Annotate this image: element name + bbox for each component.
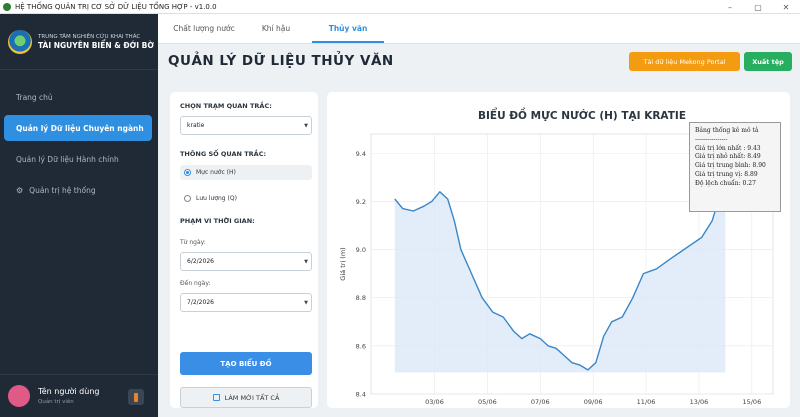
brand: TRUNG TÂM NGHIÊN CỨU KHAI THÁC TÀI NGUYÊ…	[0, 14, 158, 70]
area-fill	[394, 177, 726, 373]
station-select-value: kratie	[187, 122, 205, 129]
param-label: THÔNG SỐ QUAN TRẮC:	[180, 150, 267, 158]
y-tick-label: 9.0	[356, 246, 366, 254]
tab-bar: Chất lượng nước Khí hậu Thủy văn	[158, 14, 800, 44]
brand-title: TÀI NGUYÊN BIỂN & ĐỚI BỜ	[38, 40, 154, 50]
window-title: HỆ THỐNG QUẢN TRỊ CƠ SỞ DỮ LIỆU TỔNG HỢP…	[15, 2, 217, 11]
to-date-value: 7/2/2026	[187, 299, 214, 306]
from-date-value: 6/2/2026	[187, 258, 214, 265]
logo-icon	[8, 29, 32, 54]
stats-separator: ----------------	[695, 135, 728, 143]
tab-climate[interactable]: Khí hậu	[261, 24, 291, 33]
x-tick-label: 03/06	[425, 398, 444, 406]
user-name: Tên người dùng	[38, 387, 100, 396]
logout-icon	[134, 392, 138, 402]
x-tick-label: 05/06	[478, 398, 497, 406]
radio-label: Lưu lượng (Q)	[196, 195, 237, 202]
y-tick-label: 8.6	[356, 342, 366, 350]
sidebar-item-administrative-data[interactable]: Quản lý Dữ liệu Hành chính	[16, 154, 119, 164]
radio-checked-icon	[184, 169, 191, 176]
brand-subtitle: TRUNG TÂM NGHIÊN CỨU KHAI THÁC	[38, 33, 141, 40]
y-tick-label: 8.4	[356, 391, 366, 399]
mekong-portal-button[interactable]: Tải dữ liệu Mekong Portal	[629, 52, 740, 71]
stats-mean: Giá trị trung bình: 8.90	[695, 162, 766, 170]
to-date-label: Đến ngày:	[180, 280, 211, 287]
sidebar-item-specialized-data[interactable]: Quản lý Dữ liệu Chuyên ngành	[4, 115, 152, 141]
stats-median: Giá trị trung vị: 8.89	[695, 170, 758, 178]
create-chart-button[interactable]: TẠO BIỂU ĐỒ	[180, 352, 312, 375]
user-panel: Tên người dùng Quản trị viên	[0, 374, 158, 417]
window-controls: – ▢ ✕	[716, 0, 800, 14]
y-tick-label: 9.4	[356, 150, 366, 158]
x-tick-label: 09/06	[584, 398, 603, 406]
y-axis-label: Giá trị (m)	[339, 247, 347, 280]
reset-label: LÀM MỚI TẤT CẢ	[224, 393, 280, 402]
water-level-chart: BIỂU ĐỒ MỰC NƯỚC (H) TẠI KRATIE 8.4 8.6 8.8…	[339, 107, 774, 406]
from-date-field[interactable]: 6/2/2026 ▼	[180, 252, 312, 271]
tab-water-quality[interactable]: Chất lượng nước	[173, 24, 235, 33]
water-level-series-line	[394, 177, 727, 371]
chevron-down-icon: ▼	[304, 300, 308, 306]
chart-card: BIỂU ĐỒ MỰC NƯỚC (H) TẠI KRATIE 8.4 8.6 8.8…	[327, 92, 790, 408]
user-role: Quản trị viên	[38, 399, 74, 405]
radio-label: Mực nước (H)	[196, 169, 236, 176]
x-tick-label: 11/06	[637, 398, 656, 406]
main-area: Chất lượng nước Khí hậu Thủy văn QUẢN LÝ…	[158, 14, 800, 417]
stats-min: Giá trị nhỏ nhất: 8.49	[695, 153, 761, 161]
page-title: QUẢN LÝ DỮ LIỆU THỦY VĂN	[168, 53, 394, 69]
radio-water-level[interactable]: Mực nước (H)	[180, 165, 312, 180]
sidebar-item-label: Quản trị hệ thống	[29, 185, 96, 195]
reset-all-button[interactable]: LÀM MỚI TẤT CẢ	[180, 387, 312, 408]
y-tick-label: 9.2	[356, 198, 366, 206]
maximize-button[interactable]: ▢	[754, 2, 762, 12]
stats-box: Bảng thống kê mô tả ---------------- Giá…	[689, 122, 781, 212]
stats-title: Bảng thống kê mô tả	[695, 127, 759, 134]
sidebar-item-system-admin[interactable]: ⚙ Quản trị hệ thống	[4, 177, 152, 203]
tab-hydrology[interactable]: Thủy văn	[312, 14, 384, 43]
sidebar-nav: Trang chủ Quản lý Dữ liệu Chuyên ngành Q…	[0, 84, 158, 208]
title-bar: HỆ THỐNG QUẢN TRỊ CƠ SỞ DỮ LIỆU TỔNG HỢP…	[0, 0, 800, 14]
minimize-button[interactable]: –	[728, 2, 732, 12]
refresh-icon	[212, 394, 220, 401]
chevron-down-icon: ▼	[304, 123, 308, 129]
x-tick-label: 13/06	[690, 398, 709, 406]
chevron-down-icon: ▼	[304, 259, 308, 265]
to-date-field[interactable]: 7/2/2026 ▼	[180, 293, 312, 312]
stats-max: Giá trị lớn nhất : 9.43	[695, 144, 761, 152]
station-label: CHỌN TRẠM QUAN TRẮC:	[180, 102, 272, 110]
sidebar-item-home[interactable]: Trang chủ	[16, 92, 53, 102]
stats-std: Độ lệch chuẩn: 0.27	[695, 179, 756, 187]
sidebar: TRUNG TÂM NGHIÊN CỨU KHAI THÁC TÀI NGUYÊ…	[0, 14, 158, 417]
from-date-label: Từ ngày:	[180, 239, 206, 246]
y-tick-label: 8.8	[356, 294, 366, 302]
radio-unchecked-icon	[184, 195, 191, 202]
x-tick-label: 07/06	[531, 398, 550, 406]
filter-panel: CHỌN TRẠM QUAN TRẮC: kratie ▼ THÔNG SỐ Q…	[170, 92, 318, 408]
app-icon	[3, 2, 11, 11]
x-tick-label: 15/06	[742, 398, 761, 406]
range-label: PHẠM VI THỜI GIAN:	[180, 217, 255, 225]
gear-icon: ⚙	[16, 185, 24, 195]
export-button[interactable]: Xuất tệp	[744, 52, 792, 71]
radio-discharge[interactable]: Lưu lượng (Q)	[180, 191, 312, 206]
avatar	[8, 385, 30, 407]
close-button[interactable]: ✕	[782, 2, 790, 12]
chart-title: BIỂU ĐỒ MỰC NƯỚC (H) TẠI KRATIE	[478, 107, 686, 122]
station-select[interactable]: kratie ▼	[180, 116, 312, 135]
logout-button[interactable]	[128, 389, 144, 405]
